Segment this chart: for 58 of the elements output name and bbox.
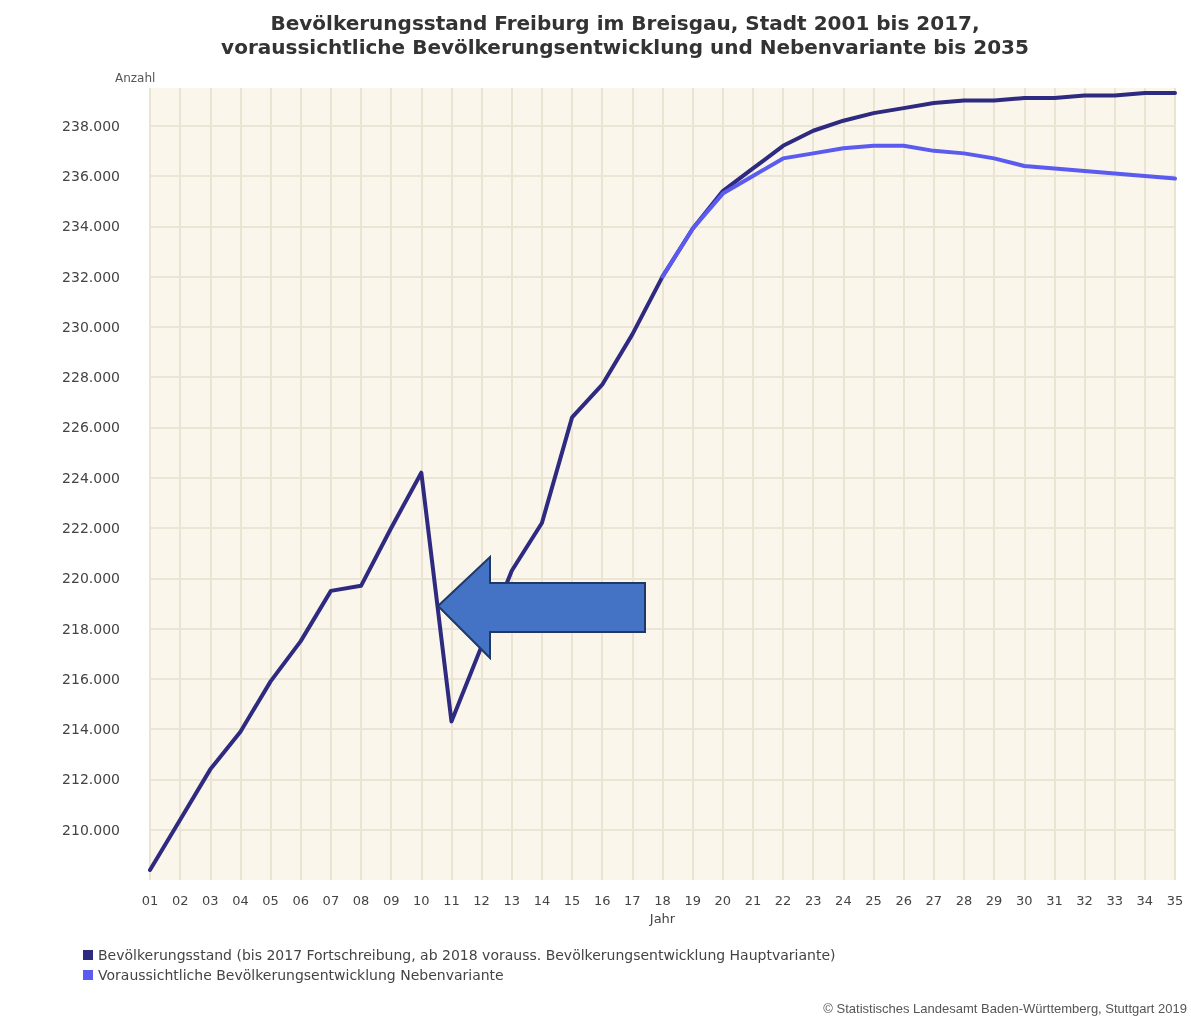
- x-tick-label: 24: [835, 893, 852, 908]
- x-tick-label: 04: [232, 893, 249, 908]
- y-tick-label: 222.000: [62, 520, 120, 536]
- x-tick-label: 11: [443, 893, 460, 908]
- x-tick-label: 13: [503, 893, 521, 908]
- x-tick-label: 27: [925, 893, 943, 908]
- y-tick-label: 212.000: [62, 771, 120, 788]
- x-tick-label: 28: [955, 893, 973, 908]
- x-tick-label: 16: [593, 893, 611, 908]
- x-tick-label: 32: [1076, 893, 1093, 908]
- x-tick-label: 15: [563, 893, 581, 908]
- x-tick-label: 19: [684, 893, 701, 908]
- x-tick-label: 09: [382, 893, 400, 908]
- x-tick-label: 12: [473, 893, 490, 908]
- x-tick-label: 31: [1046, 893, 1063, 908]
- x-tick-label: 26: [895, 893, 912, 908]
- x-axis-title: Jahr: [648, 910, 676, 926]
- x-tick-label: 22: [774, 893, 792, 908]
- y-tick-label: 224.000: [62, 469, 120, 486]
- x-tick-label: 08: [352, 893, 370, 908]
- text: © Statistisches Landesamt Baden-Württemberg, Stuttgart 2019: [823, 1001, 1188, 1016]
- legend-label: Bevölkerungsstand (bis 2017 Fortschreibung, ab 2018 vorauss. Bevölkerungsentwicklung Hauptvariante): [98, 947, 836, 963]
- x-tick-label: 10: [413, 893, 430, 908]
- x-tick-label: 06: [292, 893, 310, 908]
- x-tick-label: 20: [714, 893, 732, 908]
- y-tick-label: 230.000: [62, 318, 120, 335]
- chart-title: Bevölkerungsstand Freiburg im Breisgau, Stadt 2001 bis 2017, voraussichtliche Bevölkerungsentwicklung und Nebenvariante bis 2035: [221, 11, 1029, 59]
- y-tick-label: 234.000: [62, 218, 120, 235]
- y-tick-label: 228.000: [62, 369, 120, 386]
- x-tick-label: 01: [141, 893, 159, 908]
- line-series: [660, 143, 1177, 279]
- x-tick-label: 03: [202, 893, 219, 908]
- x-tick-label: 29: [985, 893, 1003, 908]
- y-tick-label: 238.000: [62, 117, 120, 134]
- x-tick-label: 02: [171, 893, 189, 908]
- y-tick-label: 216.000: [62, 670, 120, 687]
- y-tick-label: 232.000: [62, 268, 120, 285]
- x-tick-label: 07: [322, 893, 340, 908]
- x-tick-label: 17: [624, 893, 641, 908]
- x-tick-label: 21: [744, 893, 762, 908]
- x-tick-label: 25: [865, 893, 882, 908]
- legend-label: Voraussichtliche Bevölkerungsentwicklung Nebenvariante: [98, 967, 504, 983]
- line-series: [148, 91, 1177, 872]
- x-tick-label: 30: [1015, 893, 1033, 908]
- x-tick-label: 35: [1166, 893, 1184, 908]
- x-tick-label: 18: [654, 893, 671, 908]
- y-tick-label: 218.000: [62, 620, 120, 637]
- y-tick-label: 210.000: [62, 821, 120, 838]
- x-tick-label: 05: [262, 893, 279, 908]
- x-tick-label: 34: [1136, 893, 1154, 908]
- y-tick-label: 236.000: [62, 168, 120, 184]
- y-tick-label: 220.000: [62, 570, 120, 587]
- y-axis-title: Anzahl: [115, 71, 156, 85]
- x-tick-label: 33: [1106, 893, 1123, 908]
- y-tick-label: 226.000: [62, 419, 120, 436]
- y-tick-label: 214.000: [62, 721, 120, 738]
- x-tick-label: 23: [804, 893, 822, 908]
- x-tick-label: 14: [533, 893, 551, 908]
